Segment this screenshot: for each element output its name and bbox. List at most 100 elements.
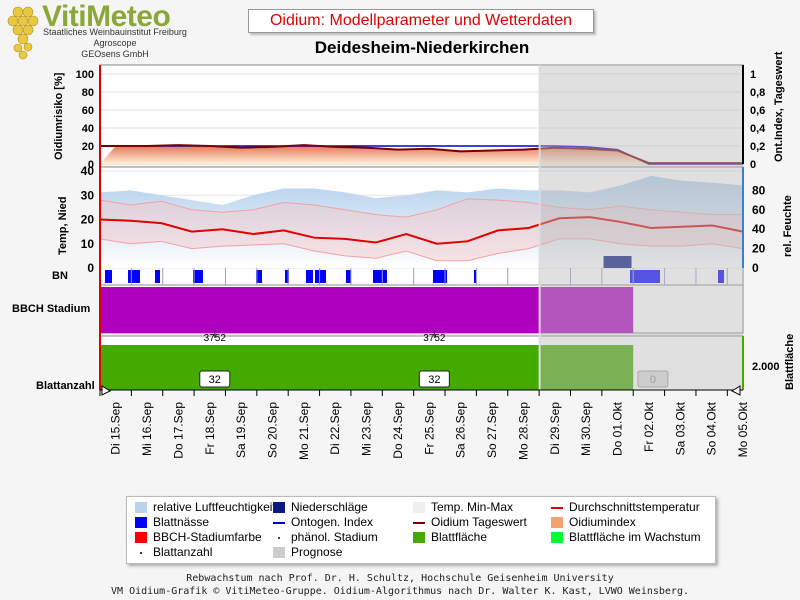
oidiumindex-area [100,146,743,164]
legend-label: Temp. Min-Max [431,500,514,514]
x-tick-label: Di 22.Sep [328,402,342,455]
grape-logo-icon [7,6,39,60]
temp-max-line [99,198,743,218]
risk-ylabel-left: Oidiumrisiko [%] [53,72,65,160]
leaf-wetness-block [474,270,476,283]
leaf-wetness-block [315,270,326,283]
logo-line1: Staatliches Weinbauinstitut Freiburg [43,27,187,37]
humidity-tick-label: 0 [752,261,759,275]
x-tick-label: So 04.Okt [705,401,719,455]
temp-minmax-band [100,198,743,261]
x-tick-label: Fr 18.Sep [203,402,217,455]
legend-label: phänol. Stadium [291,530,378,544]
risk-right-tick-label: 0,8 [750,87,765,99]
legend-label: Oidiumindex [569,515,636,529]
leaf-count-value: 32 [209,374,221,386]
risk-tick-label: 60 [82,105,94,117]
legend-label: BBCH-Stadiumfarbe [153,530,262,544]
leaf-count-box [637,370,669,388]
logo-line3: GEOsens GmbH [81,49,149,59]
scroll-left-icon [101,385,112,396]
leaf-count-value: 0 [650,374,656,386]
leaf-wetness-block [718,270,724,283]
humidity-tick-label: 40 [752,222,766,236]
x-tick-label: Mi 16.Sep [140,402,154,456]
risk-right-tick-label: 0,2 [750,141,765,153]
x-tick-label: Mo 05.Okt [736,401,750,457]
x-tick-label: Do 24.Sep [391,402,405,459]
legend-swatch [273,547,285,558]
bbch-stage-mark: 3752 [423,333,446,344]
legend-label: Blattanzahl [153,545,213,559]
leaf-wetness-block [433,270,447,283]
x-tick-label: Di 29.Sep [548,402,562,455]
leaf-wetness-block [306,270,313,283]
leaf-count-label: Blattanzahl [36,380,95,392]
legend-label: relative Luftfeuchtigkeit [153,500,276,514]
bbch-stage-band [100,287,634,333]
x-tick-label: Di 15.Sep [109,402,123,455]
risk-right-tick-label: 0,4 [750,123,766,135]
temp-tick-label: 40 [81,164,95,178]
chart-title: Oidium: Modellparameter und Wetterdaten [248,9,594,33]
legend-swatch [140,552,142,554]
x-tick-label: Fr 25.Sep [422,402,436,455]
humidity-tick-label: 60 [752,203,766,217]
leaf-area-band [100,345,634,390]
legend-swatch [278,537,280,539]
x-tick-label: Fr 02.Okt [642,401,656,452]
leaf-wetness-block [128,270,140,283]
temp-ylabel-right: rel. Feuchte [782,195,794,257]
temp-ylabel-left: Temp, Nied [57,197,69,255]
legend-label: Oidium Tageswert [431,515,527,529]
footer-line1: Rebwachstum nach Prof. Dr. H. Schultz, H… [186,573,614,584]
bbch-label: BBCH Stadium [12,303,90,315]
leaf-wetness-block [155,270,160,283]
leaf-wetness-block [630,270,660,283]
leaf-wetness-block [373,270,387,283]
risk-right-tick-label: 0,6 [750,105,765,117]
temp-tick-label: 10 [81,237,95,251]
x-tick-label: Mo 21.Sep [297,402,311,460]
x-tick-label: Sa 19.Sep [234,402,248,458]
oidium-chart: Oidiumrisiko [%] Ont.Index, Tageswert Te… [12,51,796,460]
temp-tick-label: 20 [81,213,95,227]
leaf-wetness-block [105,270,112,283]
leaf-wetness-block [285,270,289,283]
footer-line2: VM Oidium-Grafik © VitiMeteo-Gruppe. Oid… [111,586,689,597]
legend-label: Blattnässe [153,515,210,529]
risk-tick-label: 0 [88,159,94,171]
risk-right-tick-label: 1 [750,69,756,81]
x-tick-label: Mo 28.Sep [516,402,530,460]
x-tick-label: Sa 03.Okt [673,401,687,455]
legend-swatch [551,517,563,528]
legend: relative Luftfeuchtigkeit Niederschläge Te… [126,496,716,564]
bbch-stage-mark: 3752 [204,333,227,344]
legend-swatch [135,502,147,513]
legend-label: Blattfläche [431,530,488,544]
legend-label: Durchschnittstemperatur [569,500,700,514]
station-name: Deidesheim-Niederkirchen [314,38,530,57]
temp-tick-label: 30 [81,188,95,202]
leaf-area-tick-label: 2.000 [752,361,780,373]
risk-ylabel-right: Ont.Index, Tageswert [773,51,785,162]
risk-tick-label: 40 [82,123,94,135]
legend-swatch [273,502,285,513]
x-tick-label: So 20.Sep [266,402,280,458]
legend-label: Niederschläge [291,500,368,514]
x-tick-label: Sa 26.Sep [454,402,468,458]
legend-swatch [273,522,285,524]
leaf-wetness-block [346,270,351,283]
x-tick-label: Mi 30.Sep [579,402,593,456]
legend-label: Blattfläche im Wachstum [569,530,701,544]
bn-label: BN [52,270,68,282]
legend-swatch [413,502,425,513]
x-tick-label: Mi 23.Sep [360,402,374,456]
x-tick-label: Do 01.Okt [611,401,625,456]
legend-swatch [413,532,425,543]
precip-bar [603,256,632,268]
temp-tick-label: 0 [87,261,94,275]
temp-min-line [99,238,744,262]
humidity-tick-label: 20 [752,242,766,256]
leaf-count-box [418,370,450,388]
